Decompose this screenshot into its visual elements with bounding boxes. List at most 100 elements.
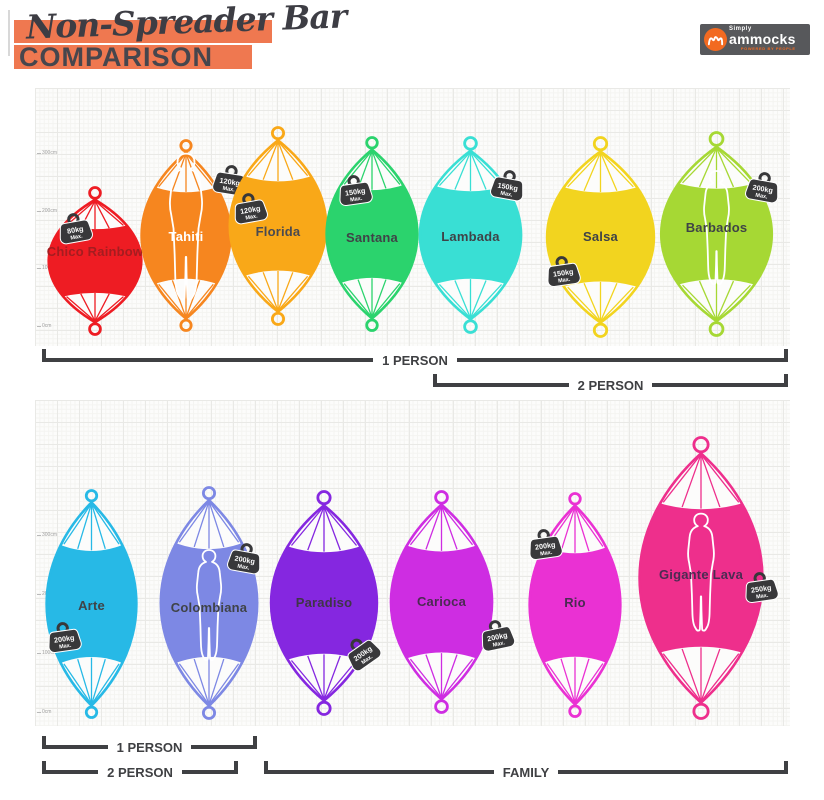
hammock-logo-icon bbox=[704, 28, 727, 51]
tick-mark bbox=[37, 534, 41, 536]
bracket-1-person: 1 PERSON bbox=[42, 349, 788, 367]
svg-text:200kg: 200kg bbox=[53, 633, 75, 645]
hammock-name-label: Santana bbox=[346, 230, 398, 246]
svg-text:200kg: 200kg bbox=[534, 540, 556, 552]
tick-label: 300cm bbox=[42, 150, 58, 156]
weight-tag: 200kg Max. bbox=[225, 539, 264, 577]
svg-text:Max.: Max. bbox=[755, 193, 769, 201]
tick-label: 0cm bbox=[42, 709, 52, 715]
bracket-cap bbox=[784, 761, 789, 774]
bracket-line bbox=[191, 745, 253, 749]
brand-name-large: ammocks bbox=[729, 31, 796, 47]
svg-text:Max.: Max. bbox=[350, 196, 363, 204]
hammock-name-label: Florida bbox=[255, 224, 301, 240]
hammock-gigante-lava: Gigante Lava 250kg Max. bbox=[636, 436, 779, 720]
hammock-name-label: Paradiso bbox=[295, 595, 353, 611]
svg-text:120kg: 120kg bbox=[219, 176, 241, 188]
bracket-cap bbox=[784, 374, 788, 387]
bracket-cap bbox=[42, 349, 46, 362]
script-title: Non-Spreader Bar bbox=[25, 0, 347, 47]
bracket-line bbox=[652, 383, 784, 387]
title-accent-bar-1 bbox=[14, 20, 272, 43]
axis-tick: 0cm bbox=[37, 709, 51, 715]
hammock-name-label: Carioca bbox=[416, 594, 467, 610]
tick-mark bbox=[37, 210, 41, 212]
svg-text:200kg: 200kg bbox=[234, 554, 256, 566]
bracket-cap bbox=[42, 761, 46, 774]
hammock-santana: Santana 150kg Max. bbox=[324, 136, 420, 332]
weight-tag: 200kg Max. bbox=[339, 629, 386, 676]
bracket-cap bbox=[42, 736, 46, 749]
bracket-family: FAMILY bbox=[264, 761, 789, 779]
tick-mark bbox=[37, 593, 41, 595]
svg-text:Max.: Max. bbox=[237, 564, 251, 572]
brand-name-small: Simply bbox=[729, 26, 752, 32]
hammock-name-label: Colombiana bbox=[170, 599, 248, 615]
bracket-cap bbox=[264, 761, 268, 774]
weight-tag: 80kg Max. bbox=[55, 209, 94, 247]
hammock-rio: Rio 200kg Max. bbox=[527, 492, 623, 718]
bracket-cap bbox=[784, 349, 788, 362]
axis-tick: 100cm bbox=[37, 650, 57, 656]
svg-text:Max.: Max. bbox=[70, 233, 84, 241]
svg-text:120kg: 120kg bbox=[239, 204, 261, 216]
hammock-salsa: Salsa 150kg Max. bbox=[544, 136, 657, 338]
svg-text:Max.: Max. bbox=[222, 186, 236, 194]
hammock-lambada: Lambada 150kg Max. bbox=[417, 136, 524, 334]
hammock-name-label: Chico Rainbow bbox=[46, 244, 144, 260]
hammock-florida: Florida 120kg Max. bbox=[227, 126, 329, 326]
tick-label: 200cm bbox=[42, 208, 58, 214]
svg-text:200kg: 200kg bbox=[752, 183, 774, 195]
hammock-arte: Arte 200kg Max. bbox=[44, 489, 139, 719]
bracket-label: FAMILY bbox=[502, 765, 550, 780]
weight-tag: 120kg Max. bbox=[230, 189, 269, 227]
bracket-label: 2 PERSON bbox=[577, 378, 644, 393]
svg-text:150kg: 150kg bbox=[552, 267, 574, 279]
hammock-barbados: Barbados 200kg Max. bbox=[658, 131, 779, 337]
bracket-label: 1 PERSON bbox=[382, 353, 448, 368]
weight-tag: 200kg Max. bbox=[45, 619, 83, 656]
svg-text:Max.: Max. bbox=[500, 191, 514, 199]
tick-label: 300cm bbox=[42, 532, 58, 538]
hammock-name-label: Gigante Lava bbox=[658, 567, 744, 583]
axis-tick: 300cm bbox=[37, 150, 57, 156]
svg-text:Max.: Max. bbox=[59, 643, 72, 651]
hammock-name-label: Rio bbox=[564, 594, 586, 610]
bracket-line bbox=[181, 770, 234, 774]
hammock-name-label: Tahiti bbox=[168, 229, 204, 245]
bracket-line bbox=[268, 770, 494, 774]
hammock-paradiso: Paradiso 200kg Max. bbox=[268, 490, 382, 716]
tick-mark bbox=[37, 152, 41, 154]
weight-tag: 250kg Max. bbox=[742, 569, 780, 606]
bracket-cap bbox=[433, 374, 437, 387]
bracket-cap bbox=[234, 761, 238, 774]
svg-text:Max.: Max. bbox=[245, 213, 259, 221]
axis-tick: 0cm bbox=[37, 323, 51, 329]
svg-text:Max.: Max. bbox=[492, 640, 506, 649]
svg-text:200kg: 200kg bbox=[486, 630, 508, 643]
tick-label: 0cm bbox=[42, 323, 52, 329]
hammock-name-label: Barbados bbox=[685, 219, 748, 235]
brand-logo: Simply ammocks POWERED BY PEOPLE bbox=[700, 24, 810, 55]
hammock-chico-rainbow: Chico Rainbow 80kg Max. bbox=[46, 186, 144, 336]
edge-decoration bbox=[8, 10, 10, 56]
svg-text:80kg: 80kg bbox=[66, 224, 84, 236]
hammock-tahiti: Tahiti 120kg Max. bbox=[139, 139, 246, 332]
bracket-line bbox=[456, 358, 784, 362]
bracket-line bbox=[46, 770, 99, 774]
hammock-name-label: Arte bbox=[78, 598, 105, 614]
hammock-colombiana: Colombiana 200kg Max. bbox=[158, 486, 261, 720]
weight-tag: 150kg Max. bbox=[336, 172, 374, 209]
svg-text:Max.: Max. bbox=[540, 550, 553, 558]
hammock-name-label: Lambada bbox=[441, 229, 500, 245]
hammock-name-label: Salsa bbox=[583, 229, 618, 245]
bracket-label: 1 PERSON bbox=[116, 740, 183, 755]
page-title: COMPARISON bbox=[19, 42, 214, 72]
bracket-line bbox=[558, 770, 785, 774]
brand-text: Simply ammocks POWERED BY PEOPLE bbox=[729, 26, 796, 51]
svg-text:150kg: 150kg bbox=[497, 181, 519, 193]
svg-text:150kg: 150kg bbox=[344, 186, 366, 198]
weight-tag: 200kg Max. bbox=[526, 526, 564, 563]
tick-mark bbox=[37, 652, 41, 654]
